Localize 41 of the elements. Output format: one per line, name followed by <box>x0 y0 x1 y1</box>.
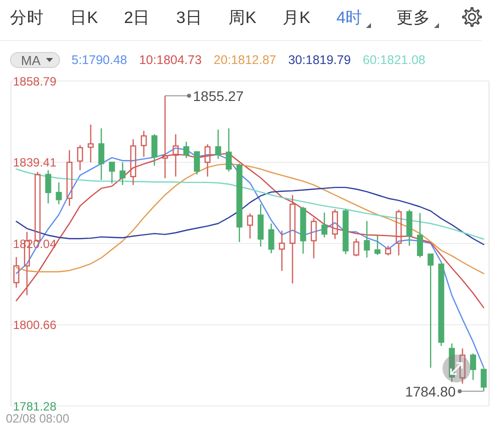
candlestick <box>162 95 168 179</box>
y-tick-label: 1781.28 <box>13 399 57 414</box>
y-tick-label: 1839.41 <box>13 156 57 170</box>
candlestick <box>278 230 285 272</box>
legend-title: MA <box>21 52 40 68</box>
candlestick <box>130 138 136 186</box>
text: 30:1819.79 <box>288 53 351 67</box>
y-tick-label: 1800.66 <box>13 318 57 332</box>
candlestick <box>56 182 62 205</box>
text: 60:1821.08 <box>362 53 426 67</box>
text: 周K <box>228 9 256 27</box>
candlestick <box>172 134 179 178</box>
text: 月K <box>282 9 310 27</box>
dropdown-button: MA <box>10 52 60 68</box>
candlestick <box>226 128 232 172</box>
candlestick <box>98 128 104 181</box>
candlestick <box>268 222 274 254</box>
text: 更多 <box>396 9 431 27</box>
annotation: 1784.80 <box>405 383 456 400</box>
text: 日K <box>70 9 98 27</box>
x-tick-label: 02/08 08:00 <box>6 412 70 426</box>
text: 10:1804.73 <box>139 53 202 67</box>
text: 5:1790.48 <box>72 53 128 67</box>
text: 分时 <box>10 9 44 27</box>
text: 20:1812.87 <box>214 53 276 67</box>
candlestick <box>45 170 52 204</box>
line-series <box>16 168 484 240</box>
candlestick <box>396 209 402 256</box>
candlestick <box>140 130 147 158</box>
text: 3日 <box>176 9 202 27</box>
candlestick <box>480 368 487 392</box>
candlestick <box>310 217 317 259</box>
y-tick-label: 1858.79 <box>13 74 57 88</box>
annotation: 1855.27 <box>193 88 244 104</box>
text: 4时 <box>336 9 363 27</box>
candlestick <box>88 124 94 163</box>
candlestick <box>183 141 190 159</box>
candlestick <box>290 194 296 284</box>
text: 2日 <box>124 9 150 27</box>
candlestick <box>13 256 20 288</box>
candlestick <box>215 128 222 160</box>
